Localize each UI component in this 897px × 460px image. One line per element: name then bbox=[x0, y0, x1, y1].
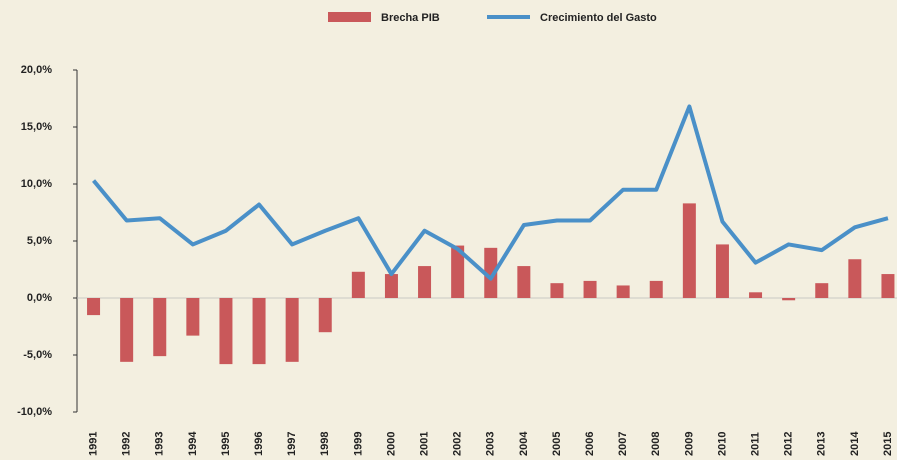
y-tick-label: 15,0% bbox=[21, 121, 52, 133]
x-tick-label: 1994 bbox=[187, 431, 199, 456]
bar bbox=[517, 266, 531, 298]
bar bbox=[484, 247, 498, 298]
y-tick-label: 5,0% bbox=[27, 235, 52, 247]
x-tick-label: 1999 bbox=[352, 432, 364, 456]
x-tick-label: 2004 bbox=[518, 431, 530, 456]
bar bbox=[153, 298, 167, 357]
bar bbox=[649, 280, 663, 298]
x-tick-label: 1991 bbox=[87, 432, 99, 456]
x-tick-label: 2006 bbox=[584, 432, 596, 456]
bar bbox=[87, 298, 101, 316]
bar bbox=[318, 298, 332, 333]
x-tick-label: 1996 bbox=[253, 432, 265, 456]
bar bbox=[451, 245, 465, 298]
bar bbox=[285, 298, 299, 362]
x-tick-label: 2003 bbox=[485, 432, 497, 456]
x-tick-label: 2007 bbox=[617, 432, 629, 456]
x-tick-label: 2005 bbox=[551, 432, 563, 456]
x-tick-label: 2013 bbox=[816, 432, 828, 456]
y-tick-label: 10,0% bbox=[21, 178, 52, 190]
bar bbox=[418, 266, 432, 298]
bar bbox=[749, 292, 763, 298]
legend-label: Brecha PIB bbox=[381, 12, 440, 24]
x-tick-label: 1992 bbox=[121, 432, 133, 456]
bar bbox=[120, 298, 134, 362]
x-tick-label: 2000 bbox=[385, 432, 397, 456]
x-tick-label: 2008 bbox=[650, 432, 662, 456]
y-tick-label: 20,0% bbox=[21, 64, 52, 76]
y-tick-label: 0,0% bbox=[27, 292, 52, 304]
x-tick-label: 2010 bbox=[716, 432, 728, 456]
bar bbox=[782, 298, 796, 301]
bar bbox=[815, 283, 829, 298]
line bbox=[92, 104, 889, 281]
x-tick-label: 2001 bbox=[418, 432, 430, 456]
x-tick-label: 1998 bbox=[319, 432, 331, 456]
bar bbox=[881, 274, 895, 298]
x-tick-label: 2009 bbox=[683, 432, 695, 456]
y-tick-label: -10,0% bbox=[17, 406, 52, 418]
bar bbox=[616, 285, 630, 298]
x-tick-label: 2011 bbox=[749, 432, 761, 456]
legend-label: Crecimiento del Gasto bbox=[540, 12, 657, 24]
x-tick-label: 2015 bbox=[882, 432, 894, 456]
y-tick-label: -5,0% bbox=[23, 349, 52, 361]
bar bbox=[715, 244, 729, 298]
bar bbox=[252, 298, 266, 365]
bar bbox=[583, 280, 597, 298]
x-tick-label: 2002 bbox=[452, 432, 464, 456]
x-tick-label: 1995 bbox=[220, 432, 232, 456]
bar bbox=[682, 203, 696, 298]
x-tick-label: 1993 bbox=[154, 432, 166, 456]
x-tick-label: 2014 bbox=[849, 431, 861, 456]
legend-swatch bbox=[328, 12, 371, 22]
bar bbox=[550, 283, 564, 298]
bar bbox=[186, 298, 200, 336]
x-tick-label: 1997 bbox=[286, 432, 298, 456]
x-tick-label: 2012 bbox=[783, 432, 795, 456]
bar bbox=[384, 274, 398, 298]
bar bbox=[351, 271, 365, 298]
bar bbox=[848, 259, 862, 298]
bar bbox=[219, 298, 233, 365]
